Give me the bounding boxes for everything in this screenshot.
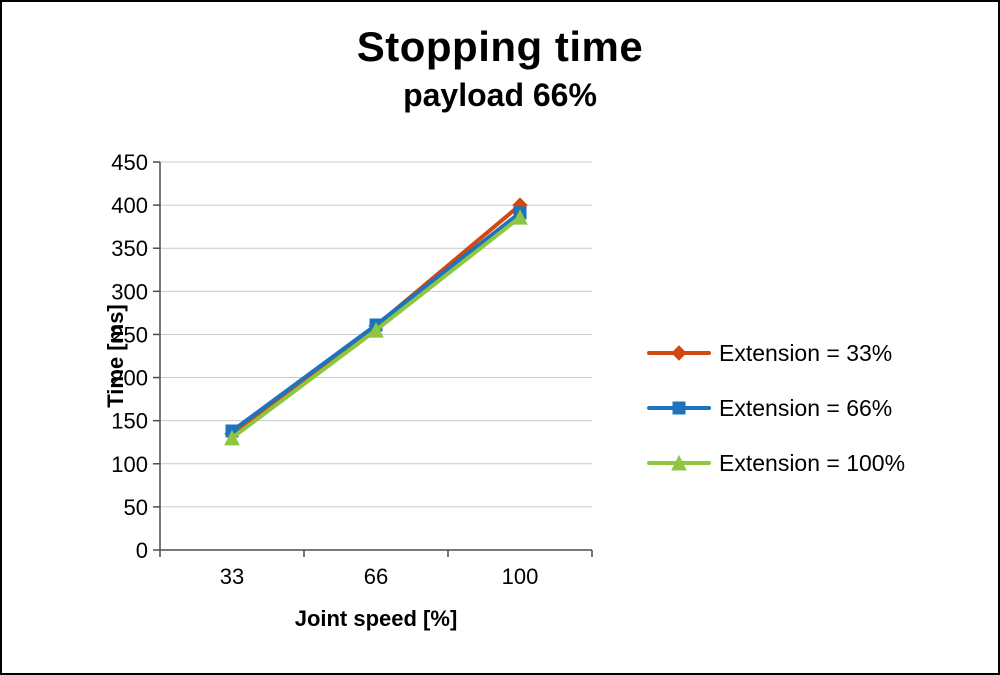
legend-label: Extension = 100% (719, 449, 906, 476)
legend-item: Extension = 66% (647, 395, 905, 421)
svg-text:50: 50 (124, 495, 148, 520)
svg-text:100: 100 (502, 564, 539, 589)
svg-text:400: 400 (111, 193, 148, 218)
chart-plot-area: 0 50 100 150 200 250 300 350 400 450 33 66 100 Joint … (103, 150, 593, 631)
svg-text:250: 250 (111, 322, 148, 347)
svg-text:200: 200 (111, 366, 148, 391)
svg-text:33: 33 (220, 564, 244, 589)
legend-swatch-square-icon (647, 401, 711, 415)
chart-subtitle: payload 66% (403, 77, 597, 114)
chart-title: Stopping time (356, 23, 644, 70)
legend-item: Extension = 100% (647, 450, 905, 476)
svg-text:300: 300 (111, 279, 148, 304)
svg-text:450: 450 (111, 150, 148, 175)
legend-label: Extension = 33% (719, 339, 893, 366)
svg-text:350: 350 (111, 236, 148, 261)
svg-text:66: 66 (364, 564, 388, 589)
legend-label: Extension = 66% (719, 394, 893, 421)
legend-swatch-diamond-icon (647, 345, 711, 361)
chart-header: Stopping time payload 66% (2, 23, 998, 115)
legend: Extension = 33% Extension = 66% Extension … (647, 340, 905, 476)
svg-text:0: 0 (136, 538, 148, 563)
legend-swatch-triangle-icon (647, 454, 711, 471)
svg-text:Time [ms]: Time [ms] (103, 304, 128, 408)
legend-item: Extension = 33% (647, 340, 905, 366)
svg-text:100: 100 (111, 452, 148, 477)
svg-text:Joint speed [%]: Joint speed [%] (295, 606, 458, 631)
svg-text:150: 150 (111, 409, 148, 434)
